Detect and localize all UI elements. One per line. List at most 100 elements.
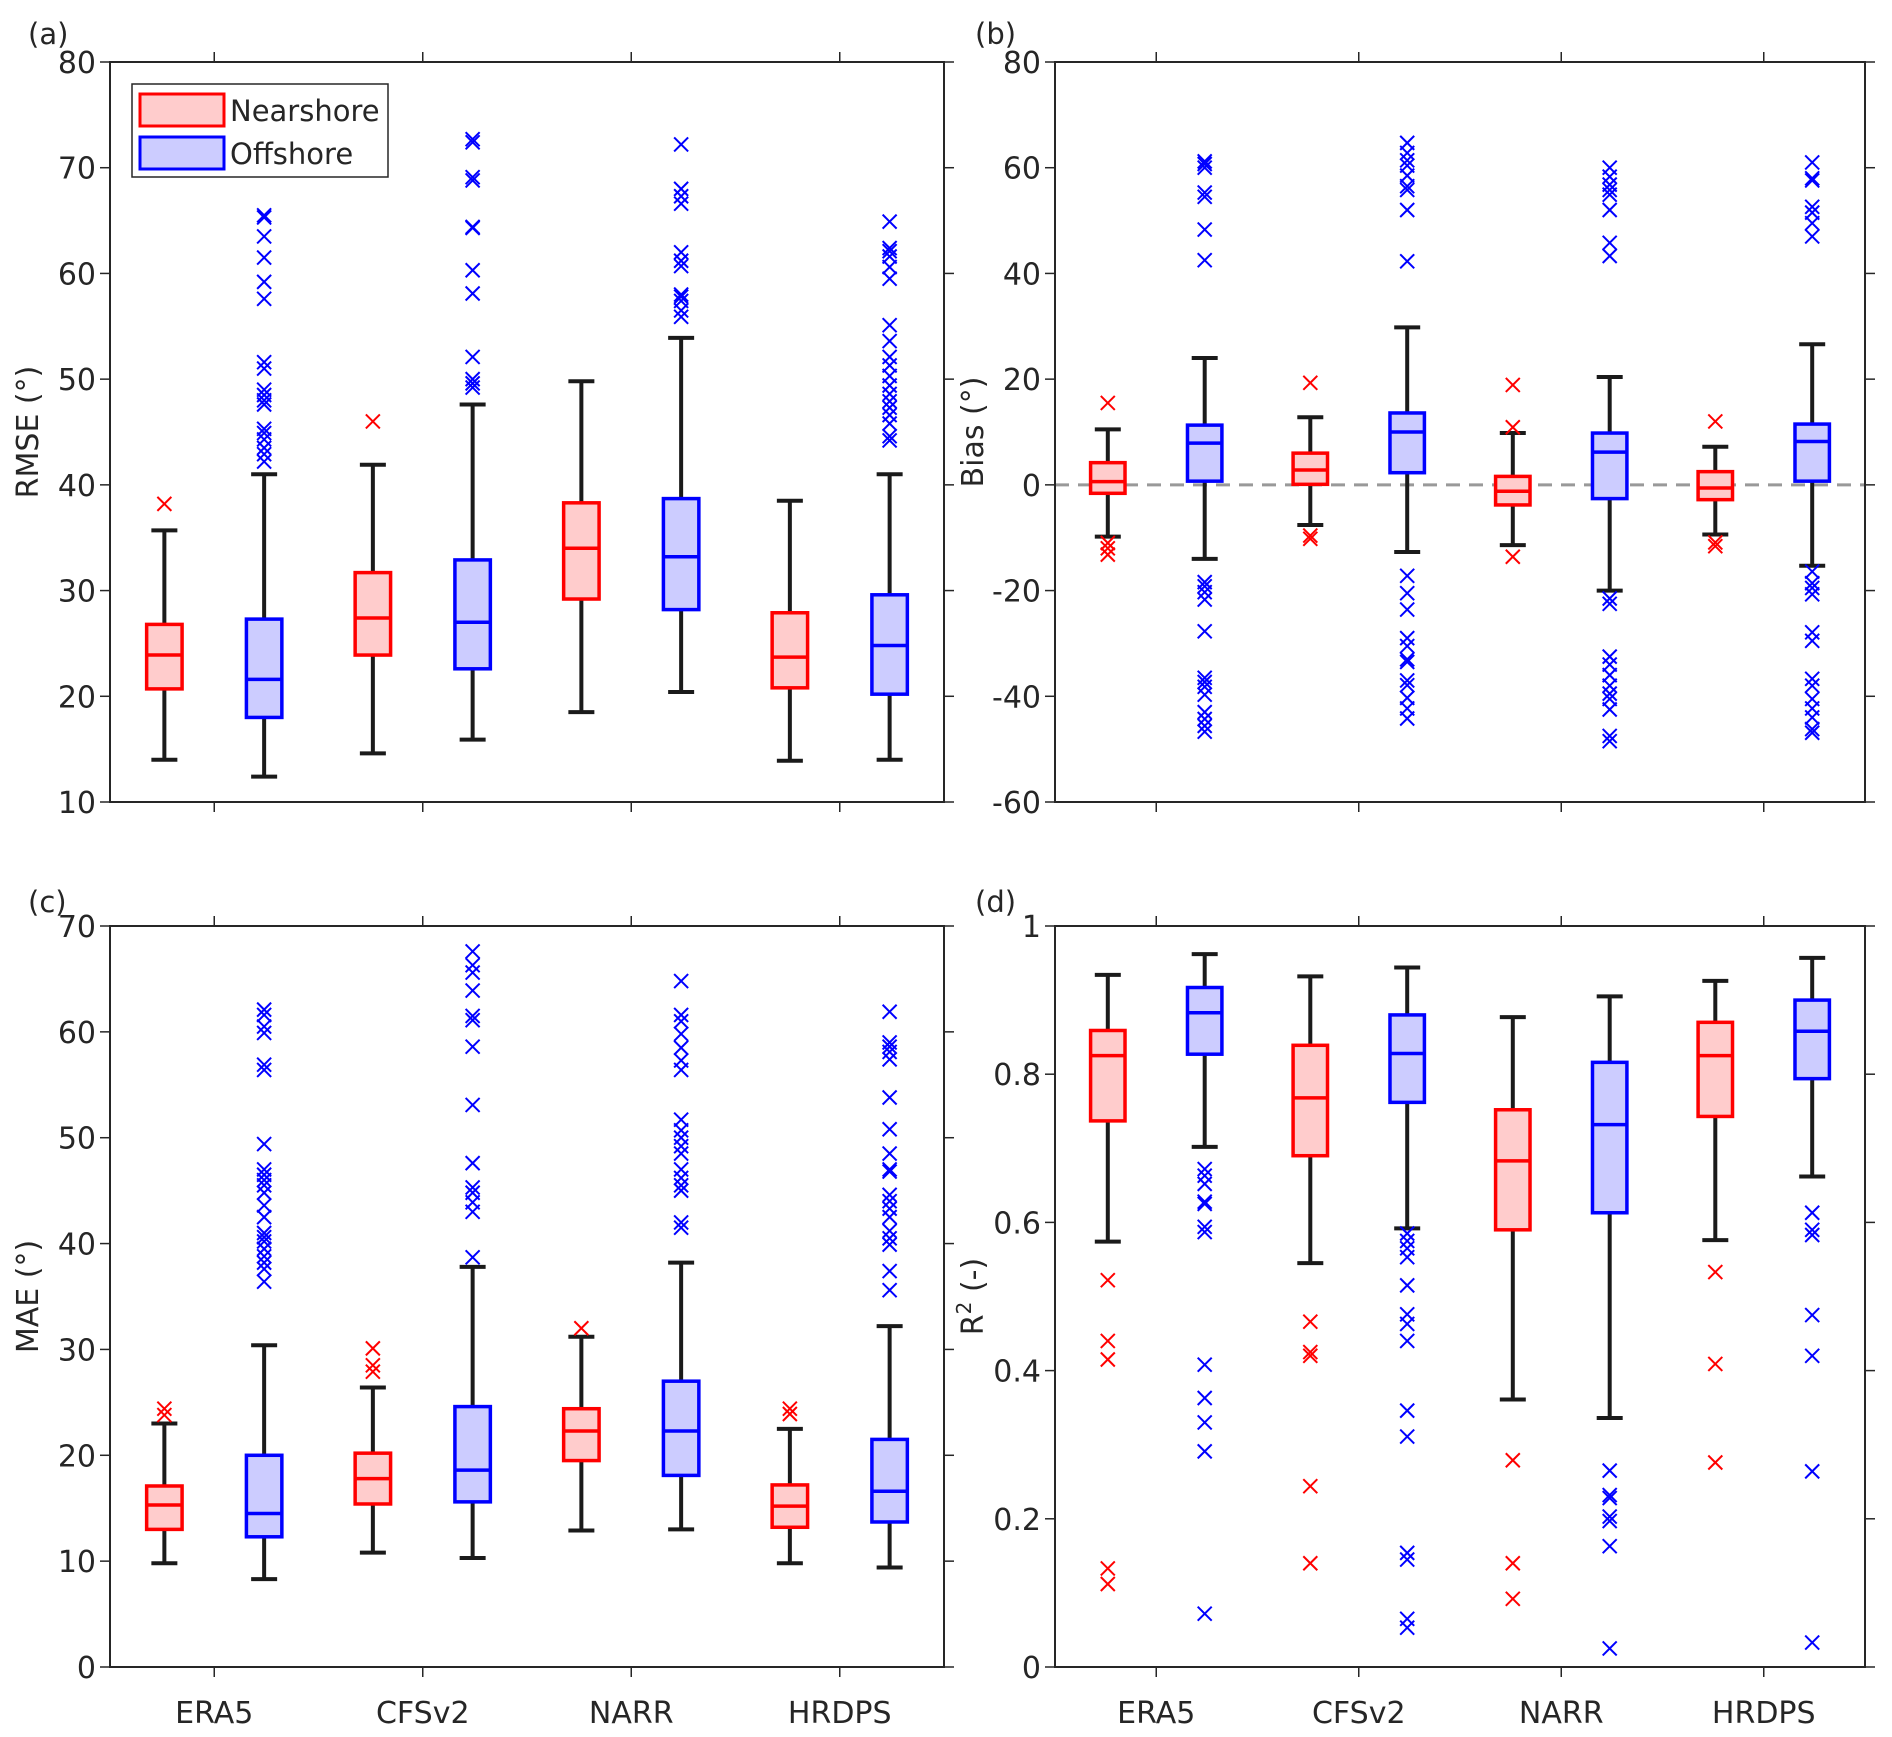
iqr-box [661,496,701,612]
outlier-marker [1399,1249,1415,1265]
outlier-stroke [1804,154,1820,171]
x-tick-label: CFSv2 [376,1696,470,1731]
y-tick-label: 10 [58,786,96,821]
box-nearshore-hrdps [770,1401,810,1566]
outlier-stroke [1804,563,1820,580]
iqr-box [1696,1020,1735,1119]
outlier-marker [464,172,481,189]
outlier-stroke [1804,580,1820,596]
iqr-box [1793,998,1832,1081]
outlier-marker [256,1167,272,1183]
outlier-marker [1601,701,1618,718]
outlier-marker [464,169,481,185]
outlier-marker [1399,182,1415,198]
outlier-marker [881,1263,898,1279]
outlier-stroke [673,1007,689,1023]
outlier-marker [464,134,481,151]
outlier-marker [881,407,898,423]
outlier-stroke [1399,1249,1415,1265]
box-nearshore-era5 [144,496,184,762]
outlier-stroke [464,1185,481,1201]
outlier-marker [881,271,898,287]
outlier-stroke [1399,672,1415,689]
outlier-stroke [156,1407,173,1423]
outlier-stroke [1707,413,1724,430]
outlier-stroke [881,399,898,416]
outlier-stroke [256,1185,272,1201]
outlier-stroke [1196,711,1213,727]
box-offshore-cfsv2 [453,131,493,742]
outlier-stroke [256,453,272,470]
outlier-stroke [1804,199,1820,215]
outlier-marker [881,1051,898,1068]
box-offshore-hrdps [870,213,910,762]
outlier-marker [1399,601,1415,618]
outlier-marker [1399,677,1415,693]
outlier-stroke [1302,1348,1319,1364]
outlier-marker [673,1026,689,1042]
y-tick-label: 30 [58,1333,96,1368]
outlier-marker [881,1282,898,1298]
outlier-stroke [881,1004,898,1020]
outlier-stroke [256,249,272,266]
outlier-stroke [1707,534,1724,551]
box-offshore-era5 [1185,952,1224,1622]
iqr-box [1590,431,1629,501]
y-tick-label: 0.6 [993,1206,1041,1241]
outlier-marker [673,1145,689,1162]
outlier-marker [256,249,272,266]
outlier-marker [1399,1428,1415,1445]
outlier-marker [1804,199,1820,215]
panel-label: (a) [28,17,68,51]
outlier-stroke [1804,1205,1820,1221]
outlier-marker [673,1052,689,1069]
outlier-marker [464,964,481,981]
outlier-marker [365,1340,381,1357]
outlier-marker [1601,182,1618,198]
outlier-stroke [673,1177,689,1194]
y-tick-label: 60 [58,1016,96,1051]
outlier-stroke [673,1026,689,1042]
outlier-stroke [256,1273,272,1290]
outlier-stroke [1601,1508,1618,1525]
legend-label-offshore: Offshore [230,137,353,171]
outlier-stroke [1399,1551,1415,1568]
outlier-stroke [881,213,898,230]
outlier-marker [256,446,272,462]
outlier-marker [1100,1351,1116,1368]
outlier-marker [1804,586,1820,602]
outlier-stroke [256,1167,272,1183]
outlier-marker [1399,1551,1415,1568]
outlier-stroke [365,1340,381,1357]
outlier-stroke [673,181,689,197]
outlier-stroke [1601,596,1618,612]
outlier-stroke [1601,590,1618,607]
outlier-stroke [1707,538,1724,554]
outlier-stroke [1601,1538,1618,1554]
outlier-stroke [1707,1454,1724,1471]
outlier-stroke [1100,1272,1116,1288]
iqr-box [1291,1043,1330,1158]
outlier-stroke [1196,1443,1213,1460]
outlier-stroke [464,964,481,981]
outlier-stroke [881,393,898,410]
iqr-box [1493,1108,1532,1232]
outlier-stroke [1100,1333,1116,1349]
outlier-marker [1196,1168,1213,1184]
outlier-marker [673,1112,689,1128]
outlier-marker [1505,419,1521,435]
outlier-stroke [881,1223,898,1239]
outlier-stroke [881,271,898,287]
outlier-marker [1196,1443,1213,1460]
outlier-stroke [256,360,272,377]
outlier-stroke [1804,228,1820,245]
y-tick-label: -60 [992,786,1041,821]
outlier-marker [673,188,689,204]
outlier-stroke [1399,182,1415,198]
outlier-marker [1804,204,1820,221]
outlier-stroke [1196,153,1213,170]
box-nearshore-narr [1493,1015,1532,1607]
outlier-marker [1399,1620,1415,1636]
outlier-stroke [1100,1351,1116,1368]
outlier-marker [1302,527,1319,544]
